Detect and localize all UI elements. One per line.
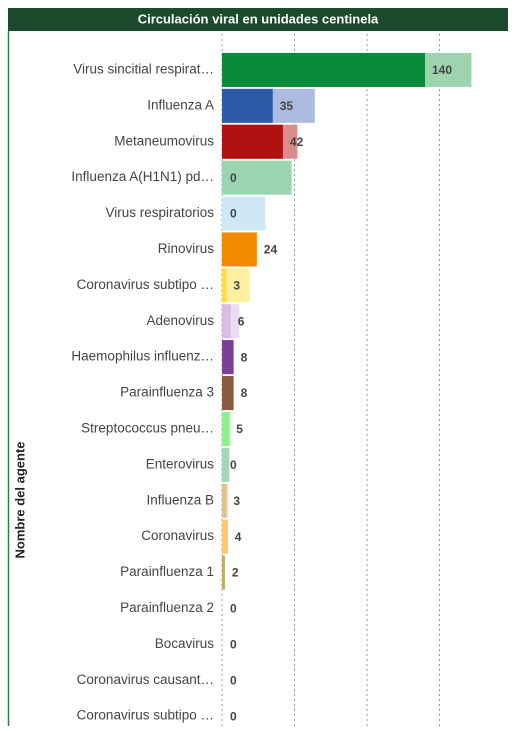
bar <box>222 555 225 590</box>
value-label: 35 <box>280 99 294 113</box>
y-tick-label: Virus respiratorios <box>105 205 214 220</box>
value-label: 5 <box>236 422 243 436</box>
y-tick-label: Coronavirus subtipo … <box>77 277 214 292</box>
value-label: 24 <box>264 243 278 257</box>
value-label: 42 <box>290 135 304 149</box>
bar <box>222 268 250 303</box>
value-label: 0 <box>230 207 237 221</box>
value-label: 0 <box>230 171 237 185</box>
value-label: 6 <box>238 314 245 328</box>
value-label: 4 <box>235 530 242 544</box>
value-label: 0 <box>230 458 237 472</box>
value-label: 8 <box>241 386 248 400</box>
value-label: 0 <box>230 673 237 687</box>
bar <box>222 376 234 411</box>
bar <box>222 160 292 195</box>
value-label: 0 <box>230 602 237 616</box>
y-tick-label: Influenza B <box>146 492 214 507</box>
y-tick-label: Virus sincitial respirat… <box>73 62 214 77</box>
bars: Virus sincitial respirat… 140 Influenza A 3… <box>71 52 472 723</box>
bar <box>222 483 227 518</box>
y-tick-label: Haemophilus influenz… <box>71 349 214 364</box>
y-tick-label: Parainfluenza 3 <box>120 385 214 400</box>
bar <box>222 411 230 446</box>
y-tick-label: Parainfluenza 2 <box>120 600 214 615</box>
bar <box>222 52 425 87</box>
bar <box>222 519 228 554</box>
value-label: 3 <box>233 279 240 293</box>
bar <box>222 268 227 303</box>
value-label: 3 <box>233 494 240 508</box>
bar <box>222 88 273 123</box>
y-tick-label: Metaneumovirus <box>114 133 214 148</box>
y-tick-label: Coronavirus causant… <box>77 672 214 687</box>
y-tick-label: Enterovirus <box>146 456 215 471</box>
y-tick-label: Rinovirus <box>158 241 215 256</box>
value-label: 8 <box>241 350 248 364</box>
y-axis-title: Nombre del agente <box>12 441 27 558</box>
y-tick-label: Adenovirus <box>146 313 214 328</box>
title-bar <box>8 8 508 31</box>
y-tick-label: Streptococcus pneu… <box>81 421 214 436</box>
y-tick-label: Influenza A <box>147 97 214 112</box>
bar <box>222 124 283 159</box>
bar <box>222 340 234 375</box>
y-tick-label: Influenza A(H1N1) pd… <box>71 169 214 184</box>
chart-title: Circulación viral en unidades centinela <box>138 11 379 26</box>
value-label: 140 <box>432 63 452 77</box>
bar <box>222 196 266 231</box>
y-tick-label: Bocavirus <box>155 636 215 651</box>
value-label: 0 <box>230 709 237 723</box>
y-tick-label: Parainfluenza 1 <box>120 564 214 579</box>
y-tick-label: Coronavirus subtipo … <box>77 708 214 723</box>
value-label: 0 <box>230 638 237 652</box>
bar <box>222 232 257 267</box>
value-label: 2 <box>232 566 239 580</box>
y-tick-label: Coronavirus <box>141 528 214 543</box>
bar <box>222 447 230 482</box>
bar <box>222 304 231 339</box>
